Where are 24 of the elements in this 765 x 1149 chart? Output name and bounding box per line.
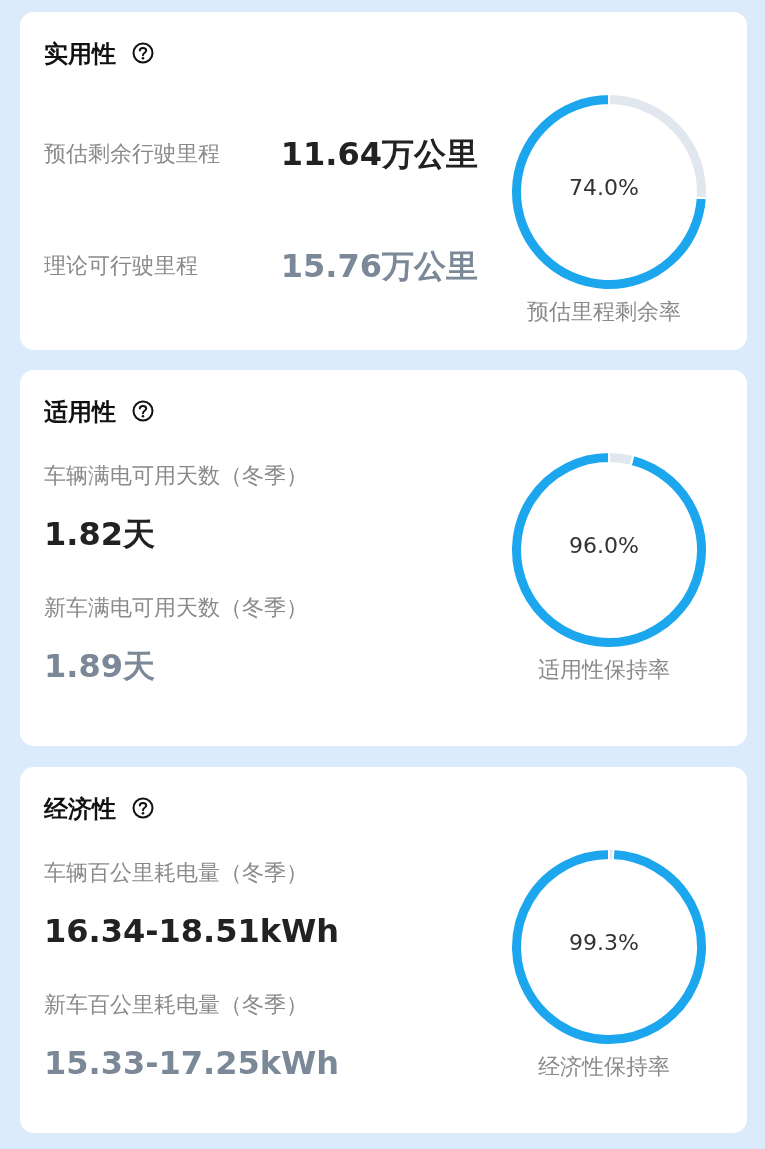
text: 预估里程剩余率 [527,299,681,324]
text: 11.64万公里 [280,134,478,173]
text: 预估剩余行驶里程 [44,140,220,166]
text: 新车百公里耗电量（冬季） [44,991,308,1017]
text: 经济性保持率 [538,1054,670,1079]
text: 理论可行驶里程 [44,252,198,278]
text: 适用性保持率 [538,657,670,682]
text: 新车满电可用天数（冬季） [44,594,308,620]
text: 实用性 [44,40,116,68]
text: 适用性 [43,398,116,426]
text: 15.76万公里 [280,246,478,285]
data-label: 74.0% [569,175,639,200]
text: 1.89天 [44,646,155,685]
text: 经济性 [43,795,116,823]
data-label: 99.3% [569,930,639,955]
text: 车辆满电可用天数（冬季） [44,462,308,488]
text: 1.82天 [44,514,155,553]
text: 车辆百公里耗电量（冬季） [44,859,308,885]
data-label: 96.0% [569,533,639,558]
donut-slice [510,93,708,291]
donut-slice [510,848,708,1046]
text: 15.33-17.25kWh [44,1043,340,1082]
text: 16.34-18.51kWh [44,911,340,950]
donut-slice [510,451,708,649]
